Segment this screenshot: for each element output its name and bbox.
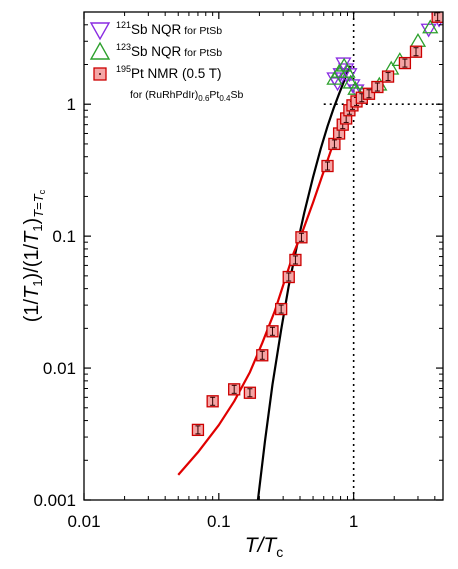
- legend-marker-square: [93, 67, 107, 81]
- plot-frame: [83, 11, 444, 501]
- data-point-square: [381, 70, 395, 83]
- fit-curves: [177, 65, 353, 500]
- legend-marker-triangle-up: [89, 41, 111, 60]
- data-point-square: [409, 45, 423, 58]
- data-point-square: [228, 383, 241, 396]
- legend-entry-195pt: 195Pt NMR (0.5 T): [116, 64, 222, 81]
- data-point-triangle-up: [422, 19, 439, 34]
- y-tick-label: 0.001: [33, 491, 76, 510]
- y-axis-label: (1/T1)/(1/T1)T=Tc: [21, 189, 47, 322]
- data-point-triangle-up: [326, 70, 343, 85]
- x-axis-label: T/Tc: [245, 534, 284, 560]
- data-point-square: [431, 12, 443, 23]
- axis-ticks: 0.01 0.1 1 0.001 0.01 0.1 1: [33, 11, 443, 531]
- data-point-triangle-up: [409, 32, 427, 47]
- legend-entry-123sb: 123Sb NQR for PtSb: [116, 42, 222, 59]
- legend: 121Sb NQR for PtSb 123Sb NQR for PtSb 19…: [89, 20, 243, 103]
- y-tick-label: 0.01: [43, 359, 76, 378]
- data-markers: [191, 12, 443, 437]
- x-tick-label: 0.01: [67, 512, 100, 531]
- data-point-square: [328, 137, 341, 151]
- x-tick-label: 0.1: [207, 512, 231, 531]
- data-point-square: [243, 386, 257, 399]
- data-point-square: [362, 87, 376, 100]
- data-point-square: [275, 302, 288, 316]
- legend-sample-label: for (RuRhPdIr)0.6Pt0.4Sb: [130, 89, 243, 103]
- y-tick-label: 1: [67, 95, 76, 114]
- data-point-triangle-up: [347, 80, 364, 95]
- data-point-square: [398, 56, 412, 70]
- data-point-square: [266, 325, 279, 338]
- data-point-square: [191, 423, 205, 437]
- data-point-square: [282, 270, 295, 284]
- data-point-square: [289, 253, 302, 267]
- legend-marker-triangle-down: [89, 22, 111, 41]
- data-point-square: [206, 395, 219, 408]
- x-tick-label: 1: [349, 512, 358, 531]
- data-point-square: [321, 159, 334, 173]
- data-point-square: [295, 231, 308, 244]
- data-point-square: [371, 80, 384, 94]
- legend-markers: [89, 22, 111, 81]
- y-tick-label: 0.1: [52, 227, 76, 246]
- legend-entry-121sb: 121Sb NQR for PtSb: [116, 20, 222, 37]
- data-point-triangle-up: [339, 63, 356, 78]
- data-point-triangle-up: [342, 74, 359, 89]
- data-point-square: [256, 349, 269, 362]
